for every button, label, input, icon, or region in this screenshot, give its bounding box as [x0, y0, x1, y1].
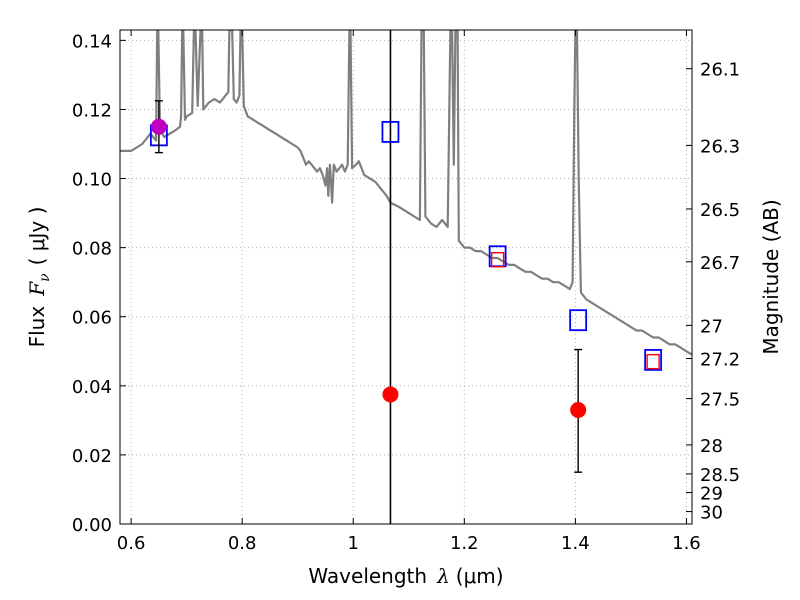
- x-tick-label: 1: [348, 533, 359, 554]
- magnitude-tick-label: 30: [700, 503, 723, 524]
- flux-point: [570, 402, 587, 418]
- series-layer: [120, 30, 692, 524]
- flux-point: [150, 118, 167, 135]
- x-tick-label: 0.8: [228, 533, 257, 554]
- x-tick-label: 0.6: [117, 533, 146, 554]
- plot-frame: [119, 29, 693, 525]
- magnitude-tick-label: 27.2: [700, 350, 740, 371]
- y-tick-label: 0.00: [72, 515, 112, 536]
- y-tick-label: 0.08: [72, 239, 112, 260]
- magnitude-tick-label: 26.7: [700, 253, 740, 274]
- magnitude-tick-label: 26.1: [700, 60, 740, 81]
- model-box-marker: [644, 349, 663, 371]
- x-tick-label: 1.2: [450, 533, 479, 554]
- observed-box-marker: [646, 353, 660, 370]
- plot-area: [120, 30, 692, 524]
- magnitude-tick-label: 28.5: [700, 465, 740, 486]
- x-tick-label: 1.6: [672, 533, 701, 554]
- tick-layer: 0.6 0.8 1 1.2 1.4 1.6 0.00 0.02 0.04 0.06 0.08 0.10…: [72, 30, 740, 554]
- magnitude-tick-label: 26.3: [700, 136, 740, 157]
- magnitude-tick-label: 28: [700, 436, 723, 457]
- y-tick-label: 0.06: [72, 308, 112, 329]
- y-axis-label: FluxFν( μJy ): [25, 207, 53, 348]
- magnitude-tick-label: 27: [700, 316, 723, 337]
- magnitude-tick-label: 26.5: [700, 200, 740, 221]
- model-box-marker: [569, 309, 588, 332]
- y-tick-label: 0.12: [72, 100, 112, 121]
- observed-box-marker: [490, 252, 505, 268]
- x-axis-label: Wavelength λ (μm): [308, 564, 503, 588]
- y-tick-label: 0.04: [72, 377, 112, 398]
- x-tick-label: 1.4: [561, 533, 590, 554]
- y-tick-label: 0.14: [72, 31, 112, 52]
- magnitude-tick-label: 27.5: [700, 390, 740, 411]
- y-tick-label: 0.10: [72, 170, 112, 191]
- spectrum-line: [120, 30, 692, 356]
- magnitude-tick-label: 29: [700, 484, 723, 505]
- magnitude-axis-label: Magnitude (AB): [759, 199, 783, 354]
- y-tick-label: 0.02: [72, 446, 112, 467]
- flux-point: [382, 386, 399, 403]
- model-box-marker: [381, 121, 400, 143]
